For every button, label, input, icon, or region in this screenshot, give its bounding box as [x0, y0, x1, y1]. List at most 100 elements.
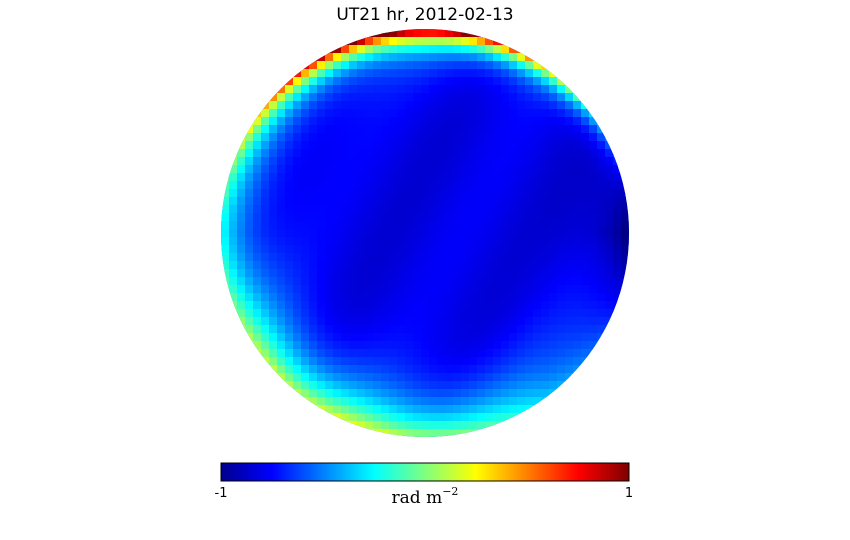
map-cell [517, 325, 526, 334]
map-cell [597, 189, 606, 198]
map-cell [333, 173, 342, 182]
map-cell [397, 109, 406, 118]
map-cell [237, 301, 246, 310]
map-cell [397, 301, 406, 310]
map-cell [541, 141, 550, 150]
map-cell [261, 173, 270, 182]
map-cell [269, 125, 278, 134]
map-cell [397, 253, 406, 262]
map-cell [597, 317, 606, 326]
map-cell [333, 189, 342, 198]
map-cell [517, 301, 526, 310]
map-cell [501, 277, 510, 286]
map-cell [469, 173, 478, 182]
map-cell [269, 365, 278, 374]
map-cell [581, 261, 590, 270]
map-cell [501, 133, 510, 142]
map-cell [229, 165, 238, 174]
map-cell [581, 237, 590, 246]
map-cell [253, 189, 262, 198]
map-cell [501, 205, 510, 214]
map-cell [261, 253, 270, 262]
map-cell [485, 325, 494, 334]
map-cell [581, 205, 590, 214]
map-cell [613, 165, 622, 174]
map-cell [349, 125, 358, 134]
map-cell [253, 229, 262, 238]
map-cell [349, 373, 358, 382]
map-cell [573, 181, 582, 190]
map-cell [557, 165, 566, 174]
map-cell [317, 229, 326, 238]
map-cell [341, 381, 350, 390]
map-cell [309, 373, 318, 382]
map-cell [557, 157, 566, 166]
colorbar-axis-label: rad m−2 [392, 485, 459, 508]
map-cell [421, 133, 430, 142]
map-cell [365, 221, 374, 230]
map-cell [437, 221, 446, 230]
map-cell [365, 253, 374, 262]
map-cell [333, 221, 342, 230]
map-cell [229, 213, 238, 222]
map-cell [301, 165, 310, 174]
map-cell [437, 229, 446, 238]
map-cell [237, 221, 246, 230]
map-cell [429, 229, 438, 238]
map-cell [389, 157, 398, 166]
map-cell [341, 285, 350, 294]
map-cell [277, 109, 286, 118]
map-cell [493, 261, 502, 270]
map-cell [245, 325, 254, 334]
map-cell [373, 189, 382, 198]
map-cell [581, 309, 590, 318]
map-cell [461, 317, 470, 326]
map-cell [365, 341, 374, 350]
map-cell [317, 77, 326, 86]
map-cell [429, 37, 438, 46]
map-cell [277, 301, 286, 310]
map-cell [613, 269, 622, 278]
map-cell [269, 357, 278, 366]
map-cell [429, 101, 438, 110]
map-cell [413, 109, 422, 118]
map-cell [293, 117, 302, 126]
map-cell [501, 373, 510, 382]
map-cell [373, 325, 382, 334]
map-cell [621, 189, 629, 198]
map-cell [373, 269, 382, 278]
map-cell [565, 349, 574, 358]
map-cell [429, 325, 438, 334]
map-cell [405, 357, 414, 366]
map-cell [341, 53, 350, 62]
map-cell [493, 101, 502, 110]
map-cell [485, 293, 494, 302]
map-cell [333, 165, 342, 174]
map-cell [365, 229, 374, 238]
map-cell [357, 157, 366, 166]
map-cell [373, 349, 382, 358]
map-cell [389, 413, 398, 422]
map-cell [421, 141, 430, 150]
map-cell [413, 309, 422, 318]
map-cell [549, 325, 558, 334]
map-cell [237, 229, 246, 238]
map-cell [317, 325, 326, 334]
map-cell [573, 141, 582, 150]
map-cell [541, 173, 550, 182]
map-cell [469, 269, 478, 278]
map-cell [557, 125, 566, 134]
map-cell [541, 101, 550, 110]
map-cell [261, 197, 270, 206]
map-cell [253, 109, 262, 118]
map-cell [253, 157, 262, 166]
map-cell [437, 285, 446, 294]
map-cell [269, 341, 278, 350]
map-cell [461, 61, 470, 70]
map-cell [357, 405, 366, 414]
map-cell [421, 365, 430, 374]
map-cell [277, 221, 286, 230]
map-cell [309, 245, 318, 254]
map-cell [429, 165, 438, 174]
map-cell [325, 373, 334, 382]
